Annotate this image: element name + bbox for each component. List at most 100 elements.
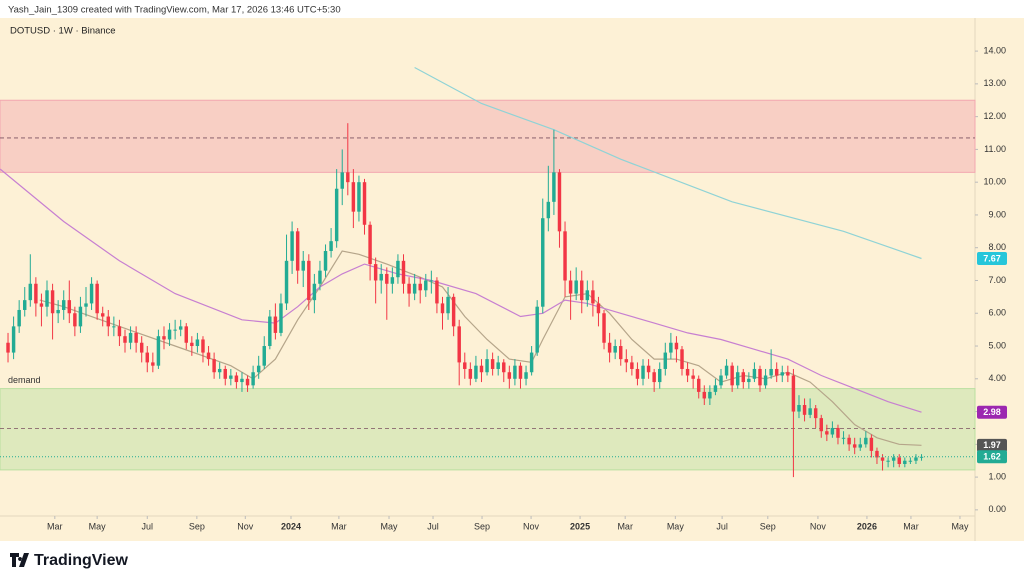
x-tick-label: Jul [716, 521, 728, 531]
candle-body [836, 427, 840, 438]
candle-body [607, 342, 612, 353]
x-tick-label: 2025 [570, 521, 590, 531]
candle-body [752, 368, 757, 379]
candle-body [407, 283, 411, 294]
x-tick-label: Nov [237, 521, 254, 531]
candle-body [591, 290, 595, 304]
candle-body [808, 408, 812, 415]
candle-body [17, 309, 21, 327]
candle-body [914, 457, 918, 461]
candle-body [418, 283, 422, 291]
candle-body [229, 375, 233, 379]
candle-body [262, 346, 266, 366]
candle-body [830, 427, 835, 435]
candle-body [702, 391, 707, 399]
y-tick-label: 11.00 [984, 144, 1006, 154]
candle-body [802, 405, 807, 415]
candle-body [100, 313, 105, 317]
candle-body [329, 241, 333, 251]
candle-body [507, 372, 512, 379]
candle-body [858, 444, 862, 448]
x-tick-label: May [381, 521, 399, 531]
candle-body [841, 437, 846, 439]
candle-body [903, 460, 907, 464]
moving-average [414, 66, 922, 260]
candle-body [869, 437, 874, 451]
chart-background [0, 18, 1024, 541]
candle-body [145, 352, 150, 363]
candle-body [312, 283, 317, 301]
candle-body [585, 290, 590, 301]
candle-body [502, 362, 506, 373]
candle-body [529, 352, 534, 373]
price-badge-label: 7.67 [983, 253, 1001, 263]
candle-body [897, 457, 901, 464]
candle-body [123, 336, 127, 343]
candle-body [568, 280, 573, 294]
candle-body [440, 303, 445, 314]
x-tick-label: Mar [903, 521, 919, 531]
candle-body [56, 309, 60, 314]
candle-body [886, 460, 890, 462]
candle-body [602, 313, 606, 343]
candle-body [619, 346, 623, 360]
x-tick-label: Jul [142, 521, 154, 531]
candle-body [691, 375, 695, 379]
candle-body [279, 303, 283, 333]
candle-body [708, 391, 712, 399]
candle-body [769, 368, 773, 376]
brand: TradingView [34, 552, 129, 569]
candle-body [724, 365, 729, 376]
candle-body [864, 437, 868, 445]
candle-body [190, 342, 194, 347]
candle-body [908, 460, 913, 462]
candle-body [373, 264, 378, 281]
candle-body [290, 231, 294, 261]
candle-body [435, 280, 439, 304]
x-tick-label: Jul [427, 521, 439, 531]
price-badge [977, 405, 1007, 419]
candle-body [151, 362, 155, 366]
candle-body [61, 300, 66, 310]
brand-logo [10, 553, 29, 567]
price-badge [977, 450, 1007, 464]
y-tick-label: 7.00 [988, 275, 1006, 285]
price-badge-label: 1.62 [983, 452, 1001, 462]
candle-body [240, 378, 244, 383]
candle-body [11, 326, 16, 353]
candle-body [217, 368, 222, 373]
candle-body [524, 372, 528, 379]
candle-body [128, 332, 133, 343]
candle-body [713, 385, 718, 392]
x-tick-label: Nov [810, 521, 827, 531]
x-tick-label: Nov [523, 521, 540, 531]
candle-body [496, 362, 500, 369]
candle-body [563, 231, 567, 281]
candle-body [396, 260, 400, 278]
candle-body [89, 283, 94, 304]
moving-average [0, 168, 922, 413]
candle-body [741, 372, 746, 383]
candle-body [680, 349, 684, 369]
candle-body [446, 296, 450, 314]
candle-body [786, 372, 790, 376]
candle-body [357, 182, 361, 212]
y-tick-label: 5.00 [988, 340, 1006, 350]
candle-body [474, 365, 478, 379]
candle-body [646, 365, 651, 373]
candle-body [78, 306, 83, 327]
candle-body [139, 342, 144, 353]
candle-body [34, 283, 38, 304]
y-tick-label: 13.00 [983, 78, 1006, 88]
candle-body [541, 218, 545, 307]
y-tick-label: 6.00 [988, 308, 1006, 318]
chart-title: DOTUSD · 1W · Binance [10, 26, 116, 37]
x-tick-label: Mar [47, 521, 63, 531]
candle-body [39, 303, 44, 307]
candle-body [813, 408, 818, 419]
footer [0, 541, 1024, 581]
candle-body [323, 250, 328, 271]
candle-body [134, 332, 138, 343]
candle-body [84, 303, 88, 307]
candle-body [518, 365, 523, 379]
